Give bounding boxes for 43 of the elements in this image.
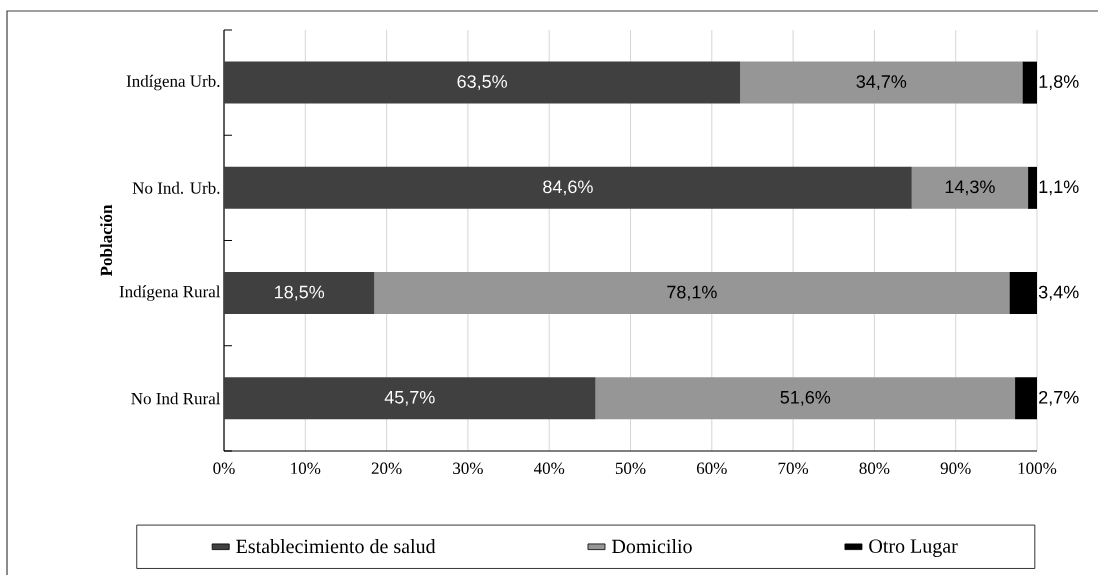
y-axis-title: Población [100,204,113,277]
x-tick-label: 90% [940,462,971,475]
x-tick-label: 70% [778,462,809,475]
bar [1022,61,1037,104]
x-tick-label: 10% [291,462,321,475]
data-label: 51,6% [780,390,831,406]
legend-label: Otro Lugar [869,539,958,557]
data-label: 2,7% [1039,390,1079,406]
data-label: 3,4% [1038,285,1079,301]
x-tick-label: 30% [453,462,483,475]
y-tick-label: Indígena Urb. [126,74,220,91]
x-tick-label: 80% [859,462,890,475]
x-tick-label: 20% [371,462,402,475]
y-tick-label: No Ind Rural [131,392,221,405]
x-tick-label: 60% [696,462,727,475]
data-label: 84,6% [543,180,593,196]
y-tick-label: No Ind. Urb. [132,181,220,194]
bar [911,166,1029,209]
data-label: 34,7% [856,75,907,91]
data-label: 18,5% [275,285,325,301]
data-label: 45,7% [384,390,435,406]
data-label: 78,1% [667,285,717,301]
bar [1015,377,1037,420]
x-tick-label: 50% [615,462,646,475]
data-label: 63,5% [457,75,508,91]
bar [224,377,596,420]
bar [224,61,741,104]
legend-label: Establecimiento de salud [236,539,436,554]
legend-label: Domicilio [612,539,692,554]
x-tick-label: 100% [1018,462,1057,475]
bar [374,272,1010,315]
bar [740,61,1023,104]
bar [224,272,375,315]
bar [224,166,912,209]
x-tick-label: 0% [213,462,235,475]
bar [1009,272,1037,315]
bar [1028,166,1037,209]
data-label: 14,3% [945,180,995,196]
bar [595,377,1016,420]
data-label: 1,8% [1039,75,1079,91]
x-tick-label: 40% [533,462,565,475]
data-label: 1,1% [1039,180,1079,196]
y-tick-label: Indígena Rural [119,285,221,301]
